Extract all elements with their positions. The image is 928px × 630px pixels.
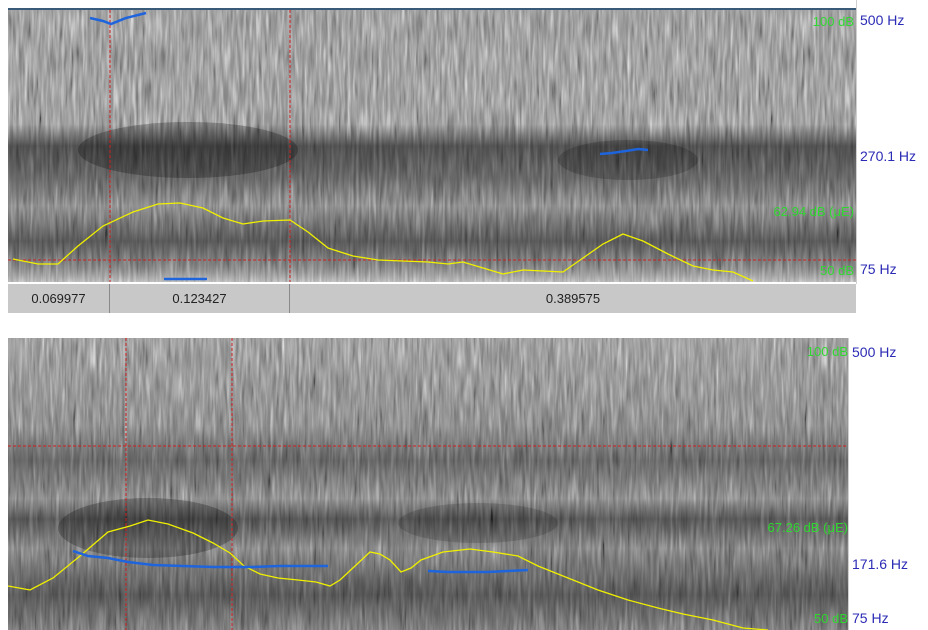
frequency-axis-bottom: 500 Hz 171.6 Hz 75 Hz: [848, 338, 928, 630]
duration-left-value: 0.069977: [31, 291, 86, 306]
freq-max-label-bottom: 500 Hz: [852, 344, 897, 360]
spectrogram-top-canvas: [8, 10, 856, 282]
duration-right-segment[interactable]: 0.389575: [290, 284, 856, 313]
duration-selected-value: 0.123427: [172, 291, 227, 306]
intensity-min-label-bottom: 50 dB: [814, 611, 848, 626]
intensity-min-label: 50 dB: [820, 263, 854, 278]
freq-mid-label: 270.1 Hz: [860, 148, 917, 164]
intensity-mid-label: 62.94 dB (μE): [773, 204, 854, 219]
pitch-contour-bottom-1: [72, 549, 328, 569]
intensity-max-label-bottom: 100 dB: [806, 344, 848, 359]
duration-left-segment[interactable]: 0.069977: [8, 284, 110, 313]
pitch-contour-2: [599, 147, 649, 156]
spectrogram-bottom-canvas: [8, 338, 848, 630]
top-window-border: [8, 8, 856, 10]
spectrogram-bottom[interactable]: 100 dB 67.26 dB (μE) 50 dB: [8, 338, 848, 630]
freq-mid-label-bottom: 171.6 Hz: [852, 556, 909, 572]
spectrogram-top[interactable]: 100 dB 62.94 dB (μE) 50 dB: [8, 10, 856, 282]
intensity-mid-label-bottom: 67.26 dB (μE): [767, 520, 848, 535]
frequency-axis-top: 500 Hz 270.1 Hz 75 Hz: [856, 0, 928, 284]
freq-max-label: 500 Hz: [860, 12, 905, 28]
duration-right-value: 0.389575: [545, 291, 601, 306]
duration-selected-segment[interactable]: 0.123427: [110, 284, 290, 313]
pitch-contour-1: [89, 11, 147, 26]
intensity-contour-bottom: [8, 519, 769, 630]
intensity-contour: [12, 202, 754, 282]
intensity-max-label: 100 dB: [812, 14, 854, 29]
pitch-contour-bottom-2: [427, 568, 529, 574]
freq-min-label: 75 Hz: [860, 261, 897, 277]
freq-min-label-bottom: 75 Hz: [852, 610, 889, 626]
selection-duration-bar[interactable]: 0.069977 0.123427 0.389575: [8, 284, 856, 313]
